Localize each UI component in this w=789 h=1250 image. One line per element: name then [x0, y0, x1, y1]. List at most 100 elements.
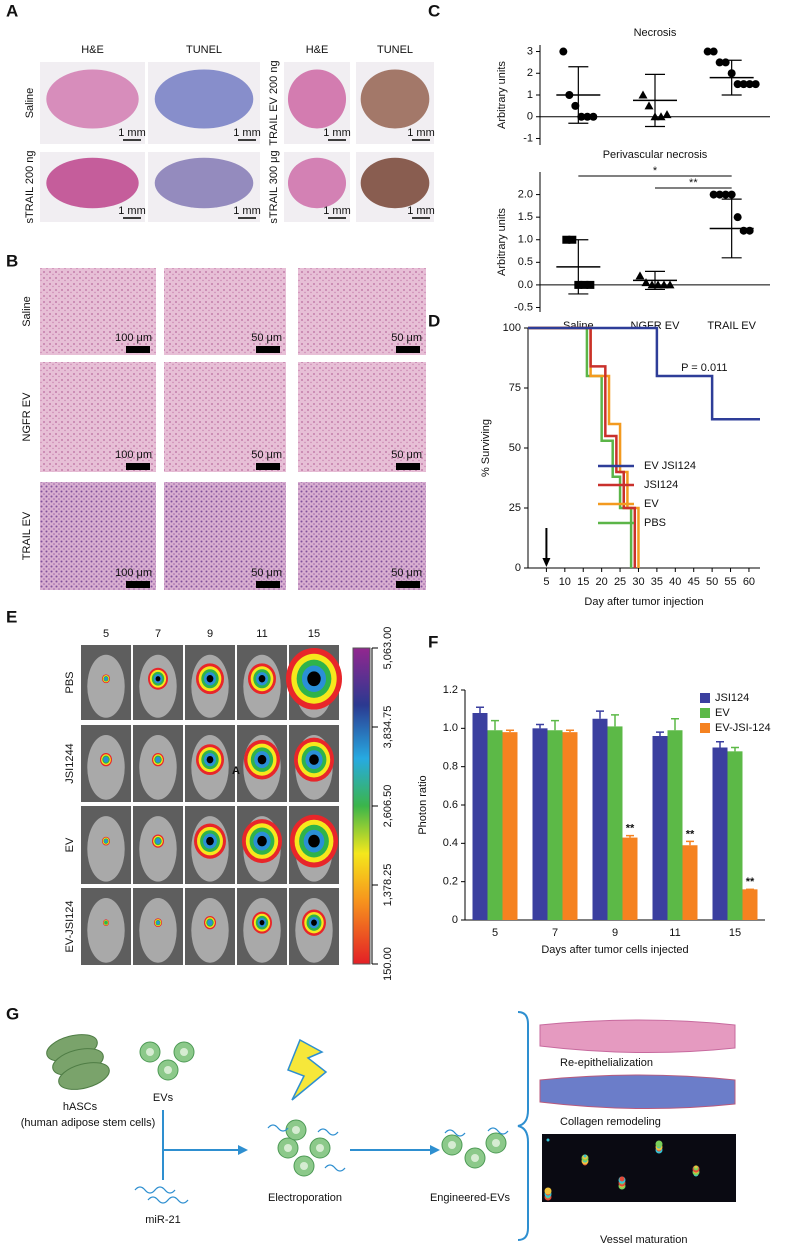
y-tick-label: 2: [527, 67, 533, 79]
histology-image: [40, 482, 156, 590]
signal-blob: [257, 754, 267, 765]
vesicle-core: [284, 1144, 292, 1152]
diagram-label: hASCs: [63, 1101, 98, 1113]
column-header: 11: [256, 628, 267, 640]
row-label: Saline: [24, 88, 36, 119]
vesicle-core: [292, 1126, 300, 1134]
bar: [652, 736, 668, 920]
y-tick-label: 1.0: [443, 722, 458, 734]
scale-bar: [126, 581, 150, 588]
signal-blob: [307, 671, 321, 687]
signal-blob: [207, 919, 213, 926]
panel-label: D: [428, 311, 440, 330]
diagram-label: Re-epithelialization: [560, 1057, 653, 1069]
mouse-head: [139, 898, 177, 963]
histology-image: [164, 362, 286, 472]
diagram-label: EVs: [153, 1092, 174, 1104]
data-point: [586, 280, 595, 289]
mouse-head: [139, 735, 177, 800]
x-tick-label: 35: [651, 576, 663, 588]
bar: [592, 718, 608, 920]
diagram-label: Electroporation: [268, 1192, 342, 1204]
error-bar: [656, 731, 664, 736]
vessel-image: [542, 1134, 736, 1202]
error-bar: [645, 73, 665, 128]
panel-label: G: [6, 1004, 19, 1023]
mouse-head: [87, 735, 125, 800]
y-tick-label: 0: [452, 914, 458, 926]
scale-bar: [396, 346, 420, 353]
panel-label: E: [6, 607, 17, 626]
row-label: sTRAIL 300 μg: [268, 150, 280, 223]
row-label: PBS: [64, 671, 76, 693]
x-tick-label: 15: [577, 576, 589, 588]
histology-image: [298, 482, 426, 590]
x-axis-label: Days after tumor cells injected: [541, 944, 688, 956]
bar: [487, 730, 503, 920]
vessel-stain: [544, 1187, 552, 1195]
data-point: [635, 271, 645, 280]
scale-bar: [256, 346, 280, 353]
scale-bar: [256, 463, 280, 470]
data-point: [577, 112, 586, 121]
data-point: [562, 235, 571, 244]
brace: [517, 1011, 529, 1241]
y-tick-label: 0: [527, 111, 533, 123]
data-point: [662, 110, 672, 119]
error-bar: [721, 198, 742, 259]
survival-line: [528, 326, 640, 568]
colorbar: [352, 647, 371, 965]
bar: [742, 889, 758, 920]
data-point: [665, 280, 675, 289]
signal-blob: [104, 839, 108, 843]
data-point: [656, 112, 666, 121]
signal-blob: [206, 836, 214, 846]
y-tick-label: 50: [509, 442, 521, 454]
signal-blob: [156, 920, 160, 925]
signal-blob: [259, 920, 265, 926]
legend-label: EV: [644, 498, 659, 510]
legend-label: JSI124: [715, 692, 749, 704]
vesicle-core: [300, 1162, 308, 1170]
y-tick-label: 100: [503, 322, 521, 334]
y-axis-label: % Surviving: [480, 419, 492, 477]
column-header: TUNEL: [186, 44, 222, 56]
error-bar: [596, 710, 604, 719]
tissue-section: [287, 69, 347, 129]
y-tick-label: 0.0: [518, 279, 533, 291]
y-axis-label: Photon ratio: [417, 775, 429, 834]
tissue-section: [154, 157, 254, 209]
signal-blob: [206, 675, 214, 683]
signal-blob: [258, 675, 266, 683]
signal-blob: [206, 755, 214, 764]
scale-bar-label: 1 mm: [118, 127, 146, 139]
significance-label: **: [746, 876, 755, 888]
error-bar: [626, 834, 634, 838]
column-header: 7: [155, 628, 161, 640]
tissue-section: [154, 69, 254, 129]
y-tick-label: 25: [509, 502, 521, 514]
legend-swatch: [700, 723, 710, 733]
bar: [502, 732, 518, 920]
row-label: sTRAIL 200 ng: [24, 151, 36, 224]
row-label: EV-JSI124: [64, 901, 76, 953]
diagram-label: Engineered-EVs: [430, 1192, 511, 1204]
scale-bar-label: 1 mm: [323, 127, 351, 139]
bar: [622, 837, 638, 920]
y-tick-label: 75: [509, 382, 521, 394]
error-bar: [686, 840, 694, 846]
scale-bar: [126, 346, 150, 353]
y-tick-label: 0.8: [443, 761, 458, 773]
error-bar: [671, 718, 679, 731]
significance-label: **: [626, 823, 635, 835]
bar: [682, 845, 698, 920]
error-bar: [476, 706, 484, 713]
scale-bar-label: 50 μm: [251, 567, 282, 579]
panel-label: A: [6, 1, 18, 20]
significance-label: **: [686, 828, 695, 840]
error-bar: [731, 746, 739, 752]
y-tick-label: -1: [523, 132, 533, 144]
error-bar: [551, 719, 559, 731]
colorbar-tick-label: 3,834.75: [382, 706, 394, 749]
scale-bar: [396, 463, 420, 470]
